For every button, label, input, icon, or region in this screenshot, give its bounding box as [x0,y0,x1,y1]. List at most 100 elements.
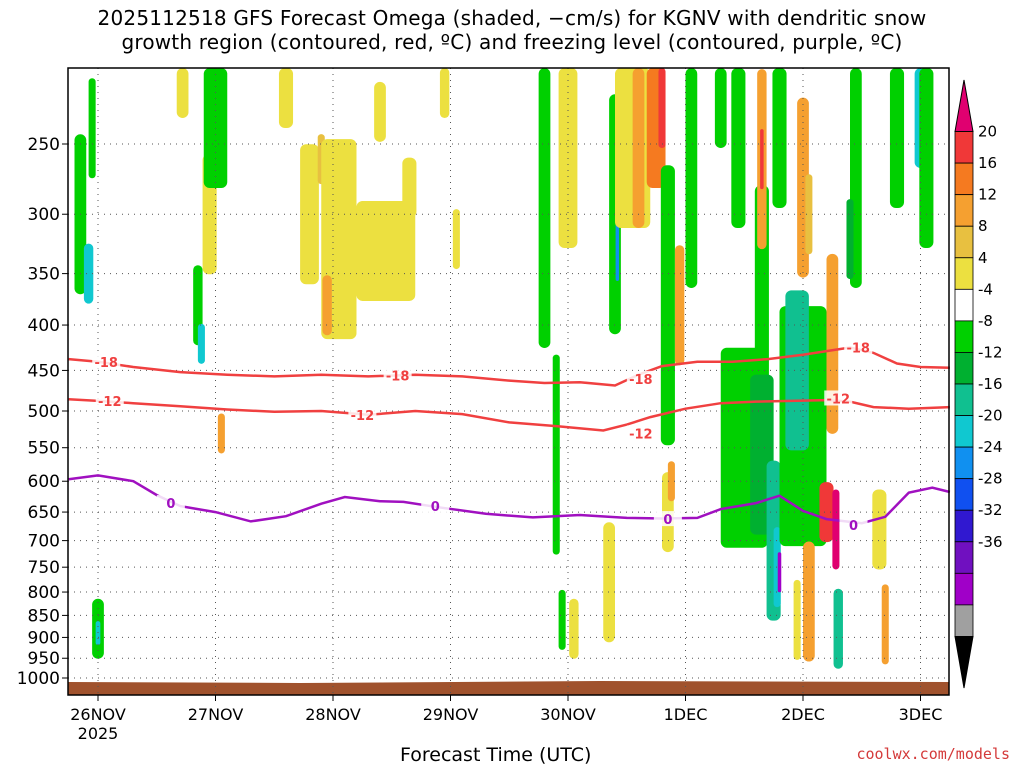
x-axis-label: Forecast Time (UTC) [400,744,592,766]
x-tick-label: 2DEC [781,705,825,724]
contour-label-bg [348,406,377,422]
colorbar-cell [954,194,974,227]
contour-label-bg [383,367,412,383]
colorbar-cell [954,478,974,511]
dgz-contour-1-label: -12 [827,392,851,407]
omega-cell [832,489,840,570]
x-tick-label: 28NOV [305,705,361,724]
omega-cell [88,78,96,179]
colorbar-cell [954,352,974,385]
y-tick-label: 550 [28,439,60,459]
omega-cell [667,461,675,502]
colorbar-cell [954,320,974,353]
omega-cell [558,589,566,650]
omega-cell [217,413,225,454]
chart-title-line-1: 2025112518 GFS Forecast Omega (shaded, −… [97,6,927,30]
colorbar-cell [954,288,974,322]
colorbar-bottom-triangle [954,635,974,689]
omega-cell [356,200,416,301]
colorbar-cell [954,572,974,606]
omega-cell [632,68,645,228]
omega-cell [658,68,666,148]
y-tick-label: 450 [28,361,60,381]
colorbar-label: -24 [978,438,1003,456]
contour-label-bg [92,353,121,369]
colorbar-label: -36 [978,533,1003,551]
contour-label-bg [156,495,185,511]
dgz-contour-0-label: -18 [629,373,653,388]
colorbar-label: -8 [978,312,993,330]
colorbar-label: -32 [978,501,1003,519]
omega-cell [760,129,764,190]
y-tick-label: 300 [28,205,60,225]
x-tick-label: 30NOV [540,705,596,724]
colorbar-cell [954,162,974,196]
y-tick-label: 800 [28,583,60,603]
colorbar-cell [954,446,974,480]
colorbar-cell [954,225,974,259]
y-tick-label: 900 [28,628,60,648]
y-tick-label: 700 [28,532,60,552]
contour-label-bg [626,370,655,386]
colorbar-label: 12 [978,186,997,204]
x-tick-label: 26NOV [70,705,126,724]
gridlines: 2503003504004505005506006507007508008509… [17,68,949,743]
freezing-level-contour-label: 0 [431,500,440,515]
x-tick-label: 3DEC [899,705,943,724]
freezing-level-contour-label: 0 [849,519,858,534]
dgz-contour-1-label: -12 [351,409,375,424]
terrain-band [68,681,949,695]
freezing-level-contour-line [68,474,951,525]
dgz-contour-1-label: -12 [629,427,653,442]
colorbar-label: 4 [978,249,988,267]
omega-cell [374,81,386,142]
contour-label-bg [844,339,873,355]
omega-cell [889,68,905,208]
colorbar: 20 16 12 8 4 -4 -8 -12 -16 -20 -24 -28 -32 -36 [954,79,1003,689]
omega-cell [660,165,675,446]
omega-cell [805,174,813,255]
colorbar-cell [954,509,974,543]
x-tick-label: 27NOV [188,705,244,724]
colorbar-label: -4 [978,280,993,298]
omega-cell [826,253,839,434]
x-tick-label: 1DEC [664,705,708,724]
contour-label-bg [95,392,124,408]
credit-text: coolwx.com/models [856,745,1010,763]
omega-cell [615,220,620,281]
colorbar-label: -28 [978,470,1003,488]
y-tick-label: 250 [28,135,60,155]
dgz-contour-1: -12 -12 -12 -12 [68,390,950,442]
omega-cell [833,588,843,669]
y-tick-label: 750 [28,558,60,578]
chart-title: 2025112518 GFS Forecast Omega (shaded, −… [0,6,1024,54]
colorbar-cell [954,131,974,164]
y-tick-label: 500 [28,402,60,422]
colorbar-label: 8 [978,217,988,235]
y-tick-label: 1000 [17,669,60,689]
x-tick-label: 29NOV [423,705,479,724]
omega-cell [95,621,101,646]
omega-cell [538,68,551,348]
omega-cell [569,598,579,659]
omega-cell [197,323,205,364]
freezing-level-contour: 0 0 0 0 [68,474,951,534]
y-tick-label: 600 [28,472,60,492]
omega-cell [300,144,319,285]
freezing-level-contour-label: 0 [166,497,175,512]
contour-label-bg [824,390,853,406]
dgz-contour-1-label: -12 [98,395,122,410]
dgz-contour-0: -18 -18 -18 -18 [68,339,950,388]
colorbar-label: -20 [978,407,1003,425]
colorbar-label: 20 [978,123,997,141]
omega-cell [176,68,189,118]
omega-cell [83,243,94,304]
omega-cell [793,579,801,660]
y-tick-label: 650 [28,503,60,523]
colorbar-label: 16 [978,154,997,172]
omega-cell [846,199,854,280]
colorbar-label: -12 [978,343,1003,361]
contour-label-bg [421,498,450,514]
omega-cell [603,522,615,643]
colorbar-cell [954,541,974,574]
